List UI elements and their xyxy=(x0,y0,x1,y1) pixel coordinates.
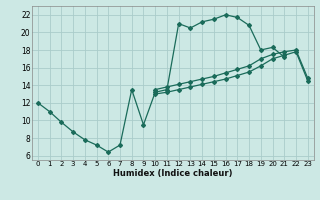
X-axis label: Humidex (Indice chaleur): Humidex (Indice chaleur) xyxy=(113,169,233,178)
